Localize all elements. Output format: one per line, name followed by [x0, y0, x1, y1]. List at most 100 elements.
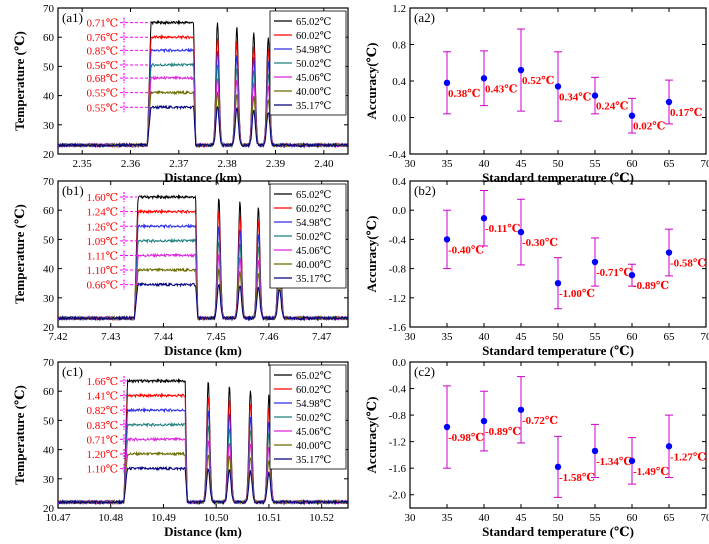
legend-label: 54.98℃	[296, 399, 332, 410]
x-tick-label: 60	[627, 512, 639, 524]
x-tick-label: 30	[405, 158, 417, 170]
x-tick-label: 2.39	[266, 158, 286, 170]
x-axis-label: Distance (km)	[164, 343, 242, 358]
accuracy-label: 0.83℃	[86, 420, 118, 432]
y-tick-label: 30	[43, 474, 55, 486]
x-axis-label: Standard temperature (℃)	[482, 524, 634, 539]
x-tick-label: 2.35	[73, 158, 93, 170]
y-tick-label: 50	[43, 234, 55, 246]
x-tick-label: 10.49	[151, 512, 176, 524]
accuracy-label: 0.55℃	[86, 102, 118, 114]
y-tick-label: 30	[43, 293, 55, 305]
x-tick-label: 50	[553, 331, 565, 343]
data-label: 0.34℃	[559, 91, 591, 103]
accuracy-label: 0.76℃	[86, 32, 118, 44]
data-label: -1.49℃	[633, 466, 669, 478]
data-point	[443, 423, 451, 431]
x-tick-label: 35	[442, 158, 454, 170]
data-label: -0.30℃	[522, 237, 558, 249]
x-tick-label: 45	[516, 331, 528, 343]
x-axis-label: Distance (km)	[164, 170, 242, 185]
data-label: -0.71℃	[596, 267, 632, 279]
data-point	[443, 236, 451, 243]
data-point	[480, 417, 488, 425]
panel-label: (a1)	[62, 10, 83, 25]
legend-label: 40.00℃	[296, 441, 332, 452]
x-tick-label: 70	[701, 512, 709, 524]
x-tick-label: 65	[664, 512, 676, 524]
accuracy-label: 1.41℃	[86, 391, 118, 403]
data-label: -0.58℃	[670, 258, 706, 270]
data-point	[554, 463, 562, 471]
x-tick-label: 45	[516, 512, 528, 524]
legend-label: 40.00℃	[296, 87, 332, 98]
data-point	[665, 443, 673, 450]
series-line	[58, 465, 348, 506]
y-tick-label: 0.0	[392, 205, 406, 217]
y-tick-label: 40	[43, 445, 55, 457]
accuracy-label: 0.71℃	[86, 18, 118, 30]
y-tick-label: 0.0	[392, 357, 406, 369]
x-tick-label: 55	[590, 331, 602, 343]
legend-label: 50.02℃	[296, 232, 332, 243]
accuracy-label: 0.66℃	[86, 280, 118, 292]
legend-label: 35.17℃	[296, 274, 332, 285]
x-tick-label: 10.48	[98, 512, 123, 524]
chart-panel-c2: 30 35 40 45 50 55 60 65 70 -2.0 -1.6 -1.2 -0.8 -0.4 0.…	[364, 357, 709, 539]
accuracy-label: 1.10℃	[86, 265, 118, 277]
data-label: -0.89℃	[485, 426, 521, 438]
y-axis-label: Temperature (℃)	[12, 31, 27, 131]
y-tick-label: 60	[43, 32, 55, 44]
chart-panel-c1: 10.47 10.48 10.49 10.50 10.51 10.52 20 30 40 50 60…	[12, 357, 349, 539]
x-tick-label: 10.51	[257, 512, 282, 524]
series-line	[58, 282, 348, 322]
x-tick-label: 10.47	[46, 512, 71, 524]
accuracy-label: 1.60℃	[86, 192, 118, 204]
y-tick-label: 40	[43, 91, 55, 103]
legend-label: 50.02℃	[296, 59, 332, 70]
data-label: -0.11℃	[485, 223, 521, 235]
data-label: 0.02℃	[633, 121, 665, 133]
x-tick-label: 35	[442, 512, 454, 524]
data-point	[554, 280, 562, 287]
chart-panel-a1: 2.35 2.36 2.37 2.38 2.39 2.40 20 30 40 50 60 70 Dist…	[12, 3, 349, 185]
x-tick-label: 2.38	[218, 158, 238, 170]
data-point	[480, 75, 488, 82]
x-tick-label: 70	[701, 331, 709, 343]
y-tick-label: -0.4	[389, 234, 407, 246]
y-tick-label: 0.8	[392, 40, 406, 52]
panel-label: (c1)	[62, 364, 83, 379]
panel-label: (b1)	[62, 183, 84, 198]
x-tick-label: 7.43	[101, 331, 121, 343]
legend-label: 35.17℃	[296, 101, 332, 112]
y-tick-label: -1.2	[389, 293, 406, 305]
accuracy-label: 0.85℃	[86, 45, 118, 57]
x-tick-label: 45	[516, 158, 528, 170]
x-axis-label: Standard temperature (℃)	[482, 343, 634, 358]
data-point	[591, 92, 599, 99]
y-tick-label: 20	[43, 322, 55, 334]
legend-label: 60.02℃	[296, 31, 332, 42]
series-group	[58, 19, 348, 149]
x-tick-label: 30	[405, 512, 417, 524]
data-point	[665, 249, 673, 256]
accuracy-label: 1.26℃	[86, 221, 118, 233]
data-point	[517, 406, 525, 413]
legend-label: 45.06℃	[296, 427, 332, 438]
data-label: 0.17℃	[670, 107, 702, 119]
data-label: 0.52℃	[522, 75, 554, 87]
accuracy-label: 1.24℃	[86, 207, 118, 219]
y-axis-label: Temperature (℃)	[12, 385, 27, 485]
accuracy-label: 1.66℃	[86, 376, 118, 388]
accuracy-label: 1.10℃	[86, 464, 118, 476]
plot-frame	[57, 7, 349, 155]
data-label: -1.00℃	[559, 288, 595, 300]
chart-panel-b1: 7.42 7.43 7.44 7.45 7.46 7.47 20 30 40 50 60 70 Dist…	[12, 176, 349, 358]
chart-panel-a2: 30 35 40 45 50 55 60 65 70-0.40.00.40.81.2Standa…	[364, 3, 709, 185]
y-tick-label: 60	[43, 386, 55, 398]
legend-label: 65.02℃	[296, 190, 332, 201]
x-tick-label: 65	[664, 331, 676, 343]
x-tick-label: 55	[590, 512, 602, 524]
y-tick-label: -0.4	[389, 384, 407, 396]
y-tick-label: 0.4	[392, 176, 406, 188]
